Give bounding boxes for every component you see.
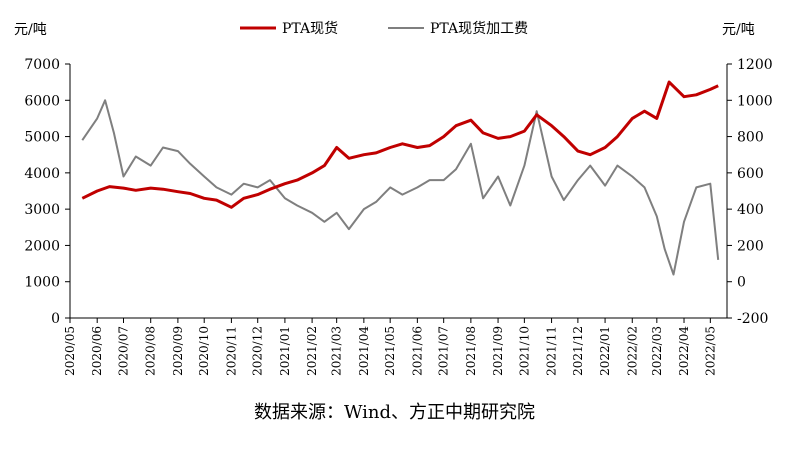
x-tick-label: 2021/12 [571, 326, 585, 376]
left-tick-label: 6000 [24, 93, 60, 109]
right-tick-label: -200 [737, 311, 768, 327]
x-tick-label: 2021/02 [305, 326, 319, 376]
x-axis: 2020/05 2020/06 2020/07 2020/08 2020/09 2020/… [63, 318, 717, 376]
left-tick-label: 2000 [24, 238, 60, 254]
x-tick-label: 2021/08 [464, 326, 478, 376]
left-tick-label: 5000 [24, 130, 60, 146]
series-line-pta-spot [81, 80, 719, 209]
x-tick-label: 2020/08 [144, 326, 158, 376]
x-tick-label: 2020/10 [197, 326, 211, 376]
left-tick-label: 0 [51, 311, 60, 327]
left-tick-label: 3000 [24, 202, 60, 218]
x-tick-label: 2022/02 [625, 326, 639, 376]
x-tick-label: 2020/11 [224, 326, 238, 376]
legend-label: PTA现货加工费 [430, 20, 528, 37]
series-layer [81, 80, 720, 276]
x-tick-label: 2021/03 [330, 326, 344, 376]
left-axis-unit: 元/吨 [14, 22, 47, 38]
right-tick-label: 200 [737, 238, 764, 254]
x-tick-label: 2022/05 [703, 326, 717, 376]
x-tick-label: 2022/04 [677, 326, 691, 376]
right-tick-label: 400 [737, 202, 764, 218]
x-tick-label: 2020/12 [251, 326, 265, 376]
x-tick-label: 2020/07 [117, 326, 131, 376]
x-tick-label: 2020/09 [171, 326, 185, 376]
x-tick-label: 2021/10 [517, 326, 531, 376]
x-tick-label: 2021/09 [491, 326, 505, 376]
series-line-processing-fee [81, 99, 720, 276]
x-tick-label: 2021/05 [383, 326, 397, 376]
left-tick-label: 1000 [24, 275, 60, 291]
x-tick-label: 2021/04 [357, 326, 371, 376]
left-tick-label: 4000 [24, 166, 60, 182]
x-tick-label: 2020/06 [90, 326, 104, 376]
x-tick-label: 2020/05 [63, 326, 77, 376]
x-tick-label: 2022/01 [598, 326, 612, 376]
right-tick-label: 800 [737, 130, 764, 146]
legend: PTA现货 PTA现货加工费 [240, 20, 528, 37]
x-tick-label: 2021/07 [437, 326, 451, 376]
right-tick-label: 1000 [737, 93, 773, 109]
right-tick-label: 1200 [737, 57, 773, 73]
right-tick-label: 600 [737, 166, 764, 182]
right-tick-label: 0 [737, 275, 746, 291]
x-tick-label: 2021/06 [410, 326, 424, 376]
right-axis-ticks: -200 0 200 400 600 800 1000 1200 [727, 57, 773, 327]
right-axis-unit: 元/吨 [722, 22, 755, 38]
source-note: 数据来源：Wind、方正中期研究院 [253, 402, 536, 423]
legend-label: PTA现货 [282, 20, 338, 37]
x-tick-label: 2021/11 [545, 326, 559, 376]
x-tick-label: 2021/01 [278, 326, 292, 376]
left-axis-ticks: 0 1000 2000 3000 4000 5000 6000 7000 [24, 57, 70, 327]
x-tick-label: 2022/03 [650, 326, 664, 376]
left-tick-label: 7000 [24, 57, 60, 73]
